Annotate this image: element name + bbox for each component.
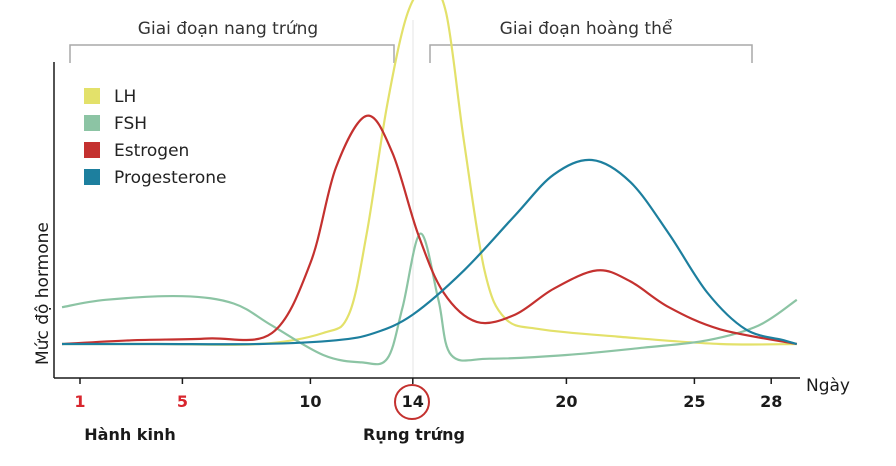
legend-swatch-fsh (84, 115, 100, 131)
y-axis-title: Mức độ hormone (33, 222, 53, 365)
ovulation-label: Rụng trứng (363, 425, 465, 444)
menstruation-label: Hành kinh (84, 425, 175, 444)
x-tick-label: 20 (555, 392, 577, 411)
x-tick-label: 10 (299, 392, 321, 411)
series-line-estrogen (61, 114, 798, 346)
x-tick-label: 5 (177, 392, 188, 411)
legend-swatch-estrogen (84, 142, 100, 158)
series-line-progesterone (61, 158, 798, 346)
legend-swatch-lh (84, 88, 100, 104)
x-tick-label: 28 (760, 392, 782, 411)
x-ticks: 1 5 10 14 20 25 28 (74, 378, 782, 411)
series-line-fsh (61, 232, 798, 366)
ovulation-day-circle (394, 384, 430, 420)
series-line-lh (61, 0, 797, 346)
x-tick-label: 25 (683, 392, 705, 411)
luteal-phase-bracket (429, 44, 753, 63)
legend-label-progesterone: Progesterone (114, 168, 226, 188)
axes: Ngày Mức độ hormone (33, 62, 850, 396)
follicular-phase-label: Giai đoạn nang trứng (138, 19, 318, 39)
x-tick-label: 1 (74, 392, 85, 411)
follicular-phase-bracket (69, 44, 395, 63)
series-lines (61, 0, 798, 366)
legend-label-fsh: FSH (114, 114, 147, 134)
legend: LH FSH Estrogen Progesterone (84, 87, 226, 188)
luteal-phase-label: Giai đoạn hoàng thể (500, 18, 673, 39)
phase-brackets: Giai đoạn nang trứng Giai đoạn hoàng thể (69, 18, 753, 63)
x-tick-label: 14 (402, 392, 424, 411)
legend-swatch-progesterone (84, 169, 100, 185)
legend-label-estrogen: Estrogen (114, 141, 189, 161)
x-axis-title: Ngày (806, 376, 850, 396)
legend-label-lh: LH (114, 87, 136, 107)
